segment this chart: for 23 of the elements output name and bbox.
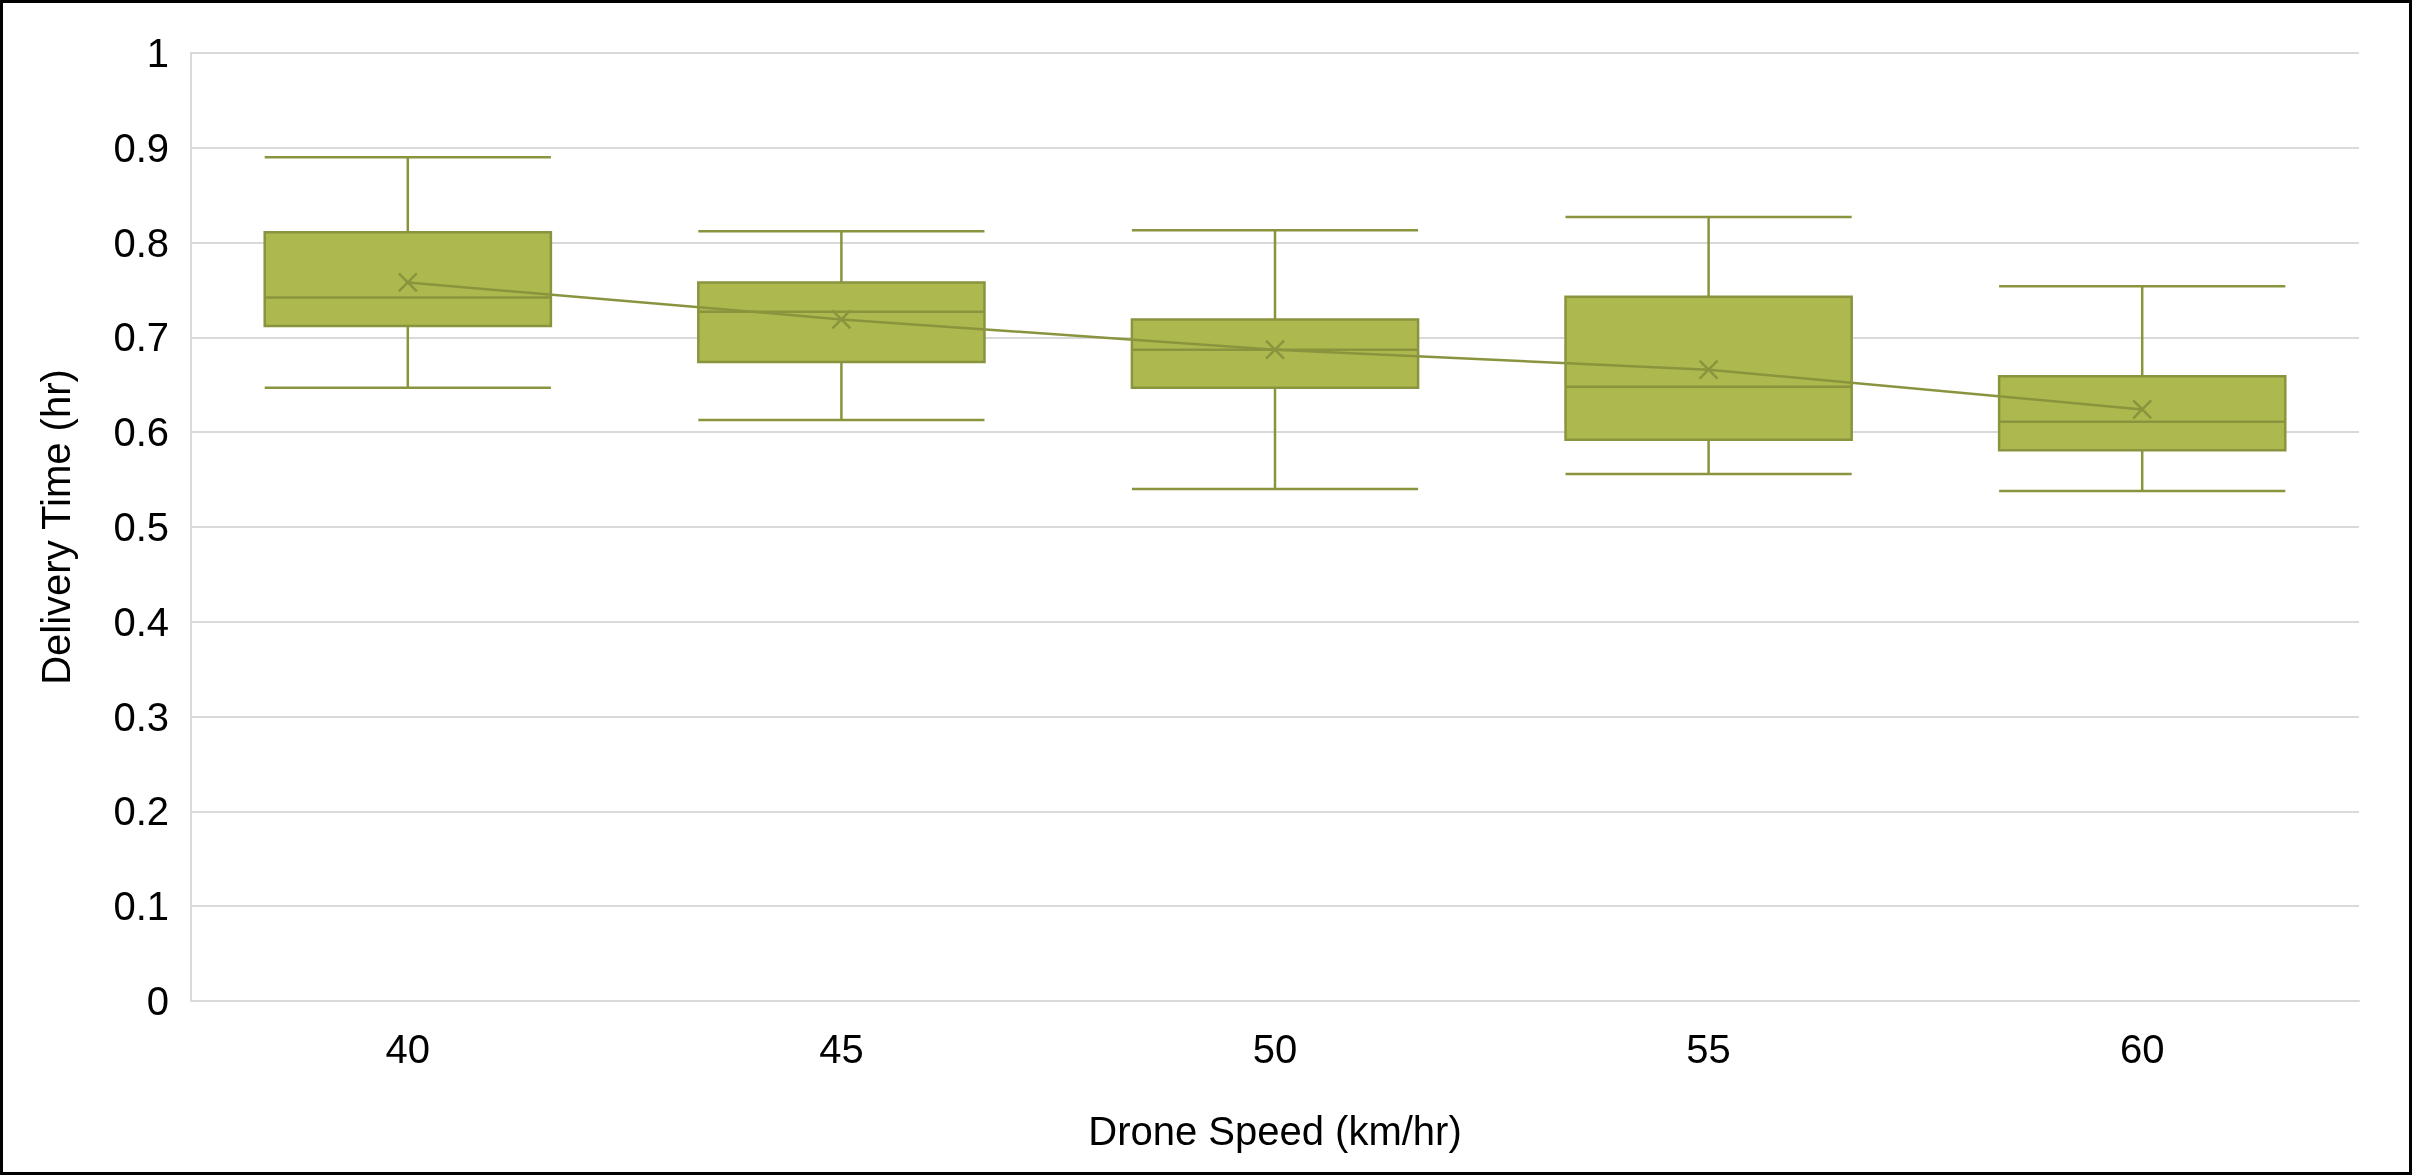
y-tick-label: 0.6 (113, 410, 169, 455)
y-tick-label: 0.2 (113, 789, 169, 834)
y-tick-label: 0.7 (113, 315, 169, 360)
y-tick-label: 0.8 (113, 220, 169, 265)
point (397, 272, 419, 293)
y-axis-title: Delivery Time (hr) (34, 369, 78, 685)
y-tick-label: 0.4 (113, 599, 169, 644)
point (1698, 359, 1719, 380)
x-tick-label: 50 (1252, 1027, 1298, 1071)
y-tick-label: 0 (146, 979, 169, 1023)
y-tick-label: 0.9 (113, 125, 169, 170)
y-tick-label: 0.3 (113, 694, 169, 739)
point (2131, 399, 2153, 420)
x-tick-label: 40 (385, 1027, 431, 1071)
x-tick-label: 55 (1686, 1027, 1731, 1071)
point (831, 309, 852, 330)
x-axis-title: Drone Speed (km/hr) (1088, 1109, 1462, 1153)
y-tick-label: 0.5 (113, 505, 169, 549)
point (1264, 339, 1286, 360)
x-tick-label: 45 (819, 1027, 864, 1071)
y-tick-label: 0.1 (113, 884, 169, 929)
y-tick-label: 1 (146, 31, 169, 75)
x-tick-label: 60 (2119, 1027, 2165, 1071)
